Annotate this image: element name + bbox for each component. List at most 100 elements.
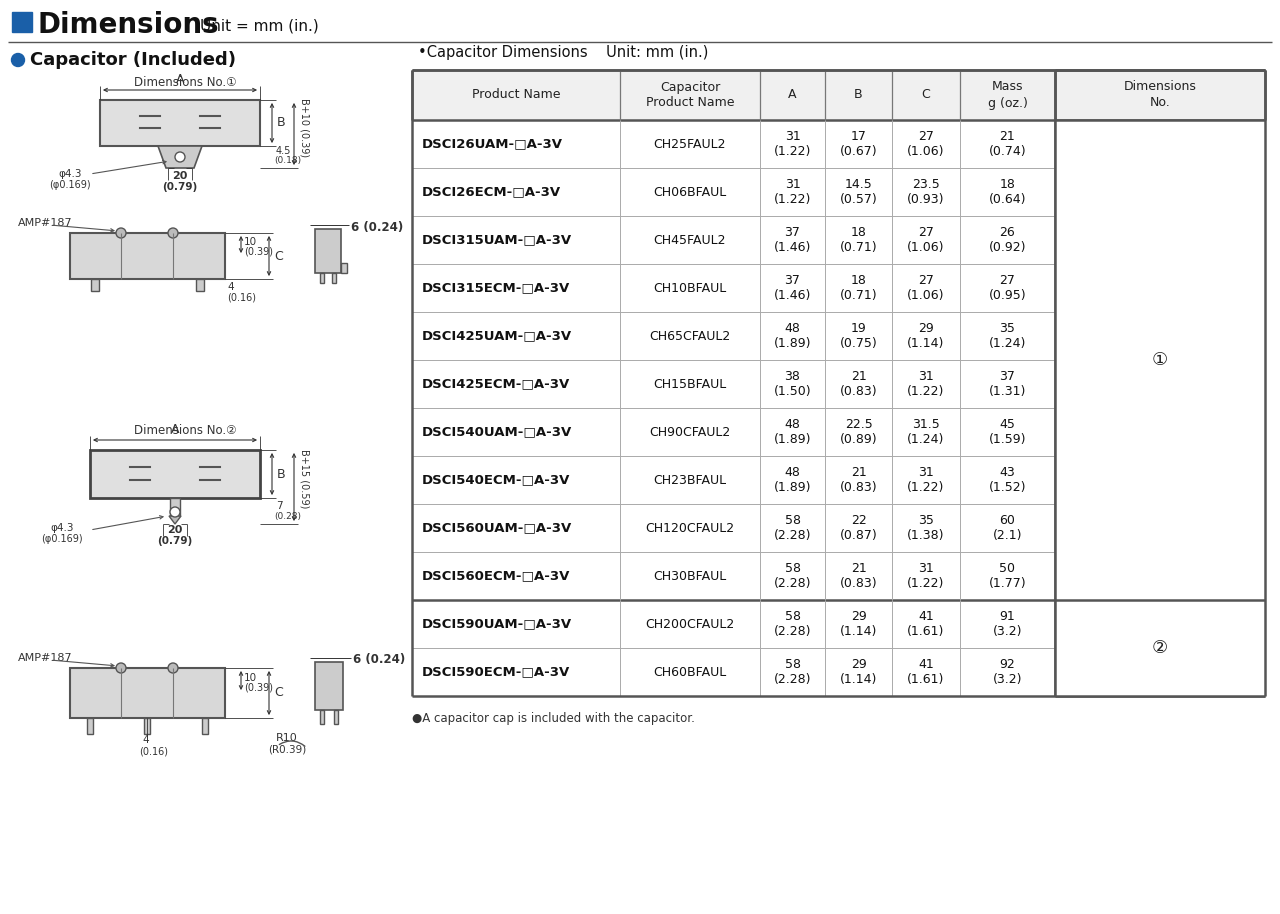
Text: 27
(1.06): 27 (1.06) xyxy=(908,226,945,254)
Text: 20: 20 xyxy=(168,525,183,535)
Text: CH45FAUL2: CH45FAUL2 xyxy=(654,233,726,247)
Text: DSCI590UAM-□A-3V: DSCI590UAM-□A-3V xyxy=(422,618,572,631)
Text: AMP#187: AMP#187 xyxy=(18,218,73,228)
Text: 7: 7 xyxy=(276,501,283,511)
Text: 60
(2.1): 60 (2.1) xyxy=(993,514,1023,543)
Text: DSCI540UAM-□A-3V: DSCI540UAM-□A-3V xyxy=(422,426,572,439)
Text: CH30BFAUL: CH30BFAUL xyxy=(653,569,727,582)
Text: 31.5
(1.24): 31.5 (1.24) xyxy=(908,418,945,447)
Text: 31
(1.22): 31 (1.22) xyxy=(908,465,945,494)
Text: (φ0.169): (φ0.169) xyxy=(41,534,83,544)
Circle shape xyxy=(168,228,178,238)
Text: 31
(1.22): 31 (1.22) xyxy=(908,561,945,590)
Text: R10: R10 xyxy=(276,733,298,743)
Text: 48
(1.89): 48 (1.89) xyxy=(773,465,812,494)
Text: (0.16): (0.16) xyxy=(227,292,256,302)
Text: Capacitor
Product Name: Capacitor Product Name xyxy=(645,80,735,110)
Text: CH25FAUL2: CH25FAUL2 xyxy=(654,137,726,151)
Text: DSCI425ECM-□A-3V: DSCI425ECM-□A-3V xyxy=(422,377,571,390)
Text: 18
(0.71): 18 (0.71) xyxy=(840,226,877,254)
Bar xyxy=(91,279,99,291)
Text: 31
(1.22): 31 (1.22) xyxy=(774,130,812,158)
Text: 91
(3.2): 91 (3.2) xyxy=(993,610,1023,639)
Circle shape xyxy=(116,228,125,238)
Bar xyxy=(70,668,225,718)
Bar xyxy=(315,662,343,710)
Text: C: C xyxy=(922,89,931,101)
Text: 41
(1.61): 41 (1.61) xyxy=(908,657,945,686)
Text: A: A xyxy=(175,73,184,86)
Bar xyxy=(202,718,207,734)
Text: φ4.3: φ4.3 xyxy=(50,523,74,533)
Text: 27
(0.95): 27 (0.95) xyxy=(988,273,1027,303)
Bar xyxy=(196,279,204,291)
Bar xyxy=(87,718,93,734)
Bar xyxy=(334,710,338,724)
Text: DSCI315UAM-□A-3V: DSCI315UAM-□A-3V xyxy=(422,233,572,247)
Text: (0.39): (0.39) xyxy=(244,247,273,257)
Text: B+10 (0.39): B+10 (0.39) xyxy=(300,99,308,157)
Bar xyxy=(100,100,260,146)
Text: 17
(0.67): 17 (0.67) xyxy=(840,130,877,158)
Circle shape xyxy=(175,152,186,162)
Text: 48
(1.89): 48 (1.89) xyxy=(773,418,812,447)
Text: 4: 4 xyxy=(227,282,234,292)
Text: 35
(1.24): 35 (1.24) xyxy=(989,322,1027,350)
Text: 50
(1.77): 50 (1.77) xyxy=(988,561,1027,590)
Text: Mass
g (oz.): Mass g (oz.) xyxy=(988,80,1028,110)
Text: 35
(1.38): 35 (1.38) xyxy=(908,514,945,543)
Text: ①: ① xyxy=(1152,351,1169,369)
Text: •Capacitor Dimensions    Unit: mm (in.): •Capacitor Dimensions Unit: mm (in.) xyxy=(419,46,708,60)
Text: 21
(0.83): 21 (0.83) xyxy=(840,369,877,399)
Text: 21
(0.74): 21 (0.74) xyxy=(988,130,1027,158)
Text: φ4.3: φ4.3 xyxy=(59,169,82,179)
Text: CH60BFAUL: CH60BFAUL xyxy=(653,665,727,678)
Text: 4.5: 4.5 xyxy=(276,146,292,156)
Text: C: C xyxy=(274,250,283,262)
Text: 21
(0.83): 21 (0.83) xyxy=(840,465,877,494)
Text: AMP#187: AMP#187 xyxy=(18,653,73,663)
Text: 29
(1.14): 29 (1.14) xyxy=(908,322,945,350)
Bar xyxy=(412,70,1265,120)
Text: CH120CFAUL2: CH120CFAUL2 xyxy=(645,522,735,535)
Text: 31
(1.22): 31 (1.22) xyxy=(908,369,945,399)
Circle shape xyxy=(170,507,180,517)
Text: 18
(0.64): 18 (0.64) xyxy=(988,177,1027,207)
Bar xyxy=(143,718,150,734)
Circle shape xyxy=(12,54,24,67)
Text: 23.5
(0.93): 23.5 (0.93) xyxy=(908,177,945,207)
Text: B+15 (0.59): B+15 (0.59) xyxy=(300,450,308,509)
Text: 37
(1.31): 37 (1.31) xyxy=(989,369,1027,399)
Text: 26
(0.92): 26 (0.92) xyxy=(988,226,1027,254)
Text: 58
(2.28): 58 (2.28) xyxy=(773,561,812,590)
Text: DSCI26UAM-□A-3V: DSCI26UAM-□A-3V xyxy=(422,137,563,151)
Text: C: C xyxy=(274,686,283,699)
Text: 37
(1.46): 37 (1.46) xyxy=(774,226,812,254)
Text: 45
(1.59): 45 (1.59) xyxy=(988,418,1027,447)
Text: A: A xyxy=(788,89,796,101)
Bar xyxy=(1055,120,1265,696)
Text: 22.5
(0.89): 22.5 (0.89) xyxy=(840,418,877,447)
Polygon shape xyxy=(157,146,202,168)
Text: CH200CFAUL2: CH200CFAUL2 xyxy=(645,618,735,631)
Text: ②: ② xyxy=(1152,639,1169,657)
Text: 58
(2.28): 58 (2.28) xyxy=(773,657,812,686)
Text: 29
(1.14): 29 (1.14) xyxy=(840,657,877,686)
Text: 18
(0.71): 18 (0.71) xyxy=(840,273,877,303)
Text: 38
(1.50): 38 (1.50) xyxy=(773,369,812,399)
Text: 10: 10 xyxy=(244,237,257,247)
Bar xyxy=(90,450,260,498)
Text: 14.5
(0.57): 14.5 (0.57) xyxy=(840,177,877,207)
Text: 43
(1.52): 43 (1.52) xyxy=(988,465,1027,494)
Text: Dimensions
No.: Dimensions No. xyxy=(1124,80,1197,110)
Text: DSCI425UAM-□A-3V: DSCI425UAM-□A-3V xyxy=(422,330,572,343)
Circle shape xyxy=(116,663,125,673)
Bar xyxy=(332,273,335,283)
Text: (0.28): (0.28) xyxy=(274,512,301,520)
Bar xyxy=(70,233,225,279)
Text: CH90CFAUL2: CH90CFAUL2 xyxy=(649,426,731,439)
Text: Dimensions: Dimensions xyxy=(38,11,220,39)
Text: 41
(1.61): 41 (1.61) xyxy=(908,610,945,639)
Text: ●A capacitor cap is included with the capacitor.: ●A capacitor cap is included with the ca… xyxy=(412,712,695,725)
Text: (R0.39): (R0.39) xyxy=(268,744,306,754)
